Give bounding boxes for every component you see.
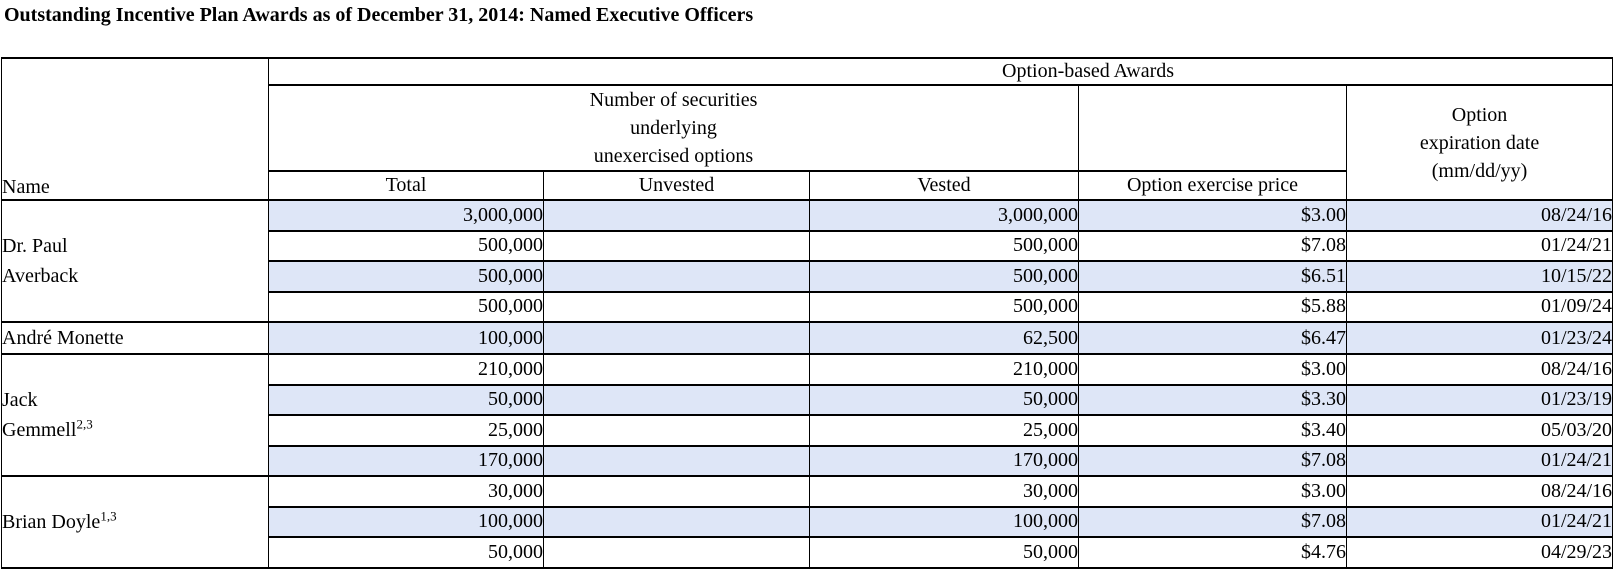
exercise-price-cell: $7.08 xyxy=(1078,444,1347,477)
unvested-cell xyxy=(543,475,810,508)
unvested-cell xyxy=(543,353,810,386)
vested-cell: 50,000 xyxy=(809,536,1079,569)
total-cell: 50,000 xyxy=(268,536,544,569)
col-header-vested: Vested xyxy=(809,170,1079,201)
col-header-option-based-awards: Option-based Awards xyxy=(267,57,1614,86)
officer-name-cell: André Monette xyxy=(1,321,269,355)
col-header-total: Total xyxy=(268,170,544,201)
officer-name-cell: Brian Doyle1,3 xyxy=(1,475,269,569)
vested-cell: 210,000 xyxy=(809,353,1079,386)
award-row: 100,000 100,000 $7.08 01/24/21 xyxy=(2,505,1614,538)
total-cell: 50,000 xyxy=(268,383,544,416)
vested-cell: 30,000 xyxy=(809,475,1079,508)
expiration-date-cell: 04/29/23 xyxy=(1345,536,1614,569)
expiration-date-cell: 01/23/19 xyxy=(1345,383,1614,416)
col-header-name: Name xyxy=(1,57,269,201)
unvested-cell xyxy=(543,383,810,416)
vested-cell: 500,000 xyxy=(809,229,1079,262)
incentive-awards-table: Name Option-based Awards Number of secur… xyxy=(1,57,1614,569)
exercise-price-cell: $7.08 xyxy=(1078,229,1347,262)
total-cell: 210,000 xyxy=(268,353,544,386)
col-header-exercise-price: Option exercise price xyxy=(1078,170,1347,201)
vested-cell: 3,000,000 xyxy=(809,199,1079,232)
award-row: 50,000 50,000 $3.30 01/23/19 xyxy=(2,383,1614,416)
total-cell: 170,000 xyxy=(268,444,544,477)
total-cell: 500,000 xyxy=(268,290,544,323)
exercise-price-cell: $4.76 xyxy=(1078,536,1347,569)
col-header-spacer xyxy=(1078,84,1347,172)
expiration-date-cell: 01/24/21 xyxy=(1345,444,1614,477)
unvested-cell xyxy=(543,290,810,323)
header-row-groups: Number of securities underlying unexerci… xyxy=(2,84,1614,201)
awards-table-body: Dr. Paul Averback 3,000,000 3,000,000 $3.00 0… xyxy=(1,199,1614,569)
expiration-date-cell: 08/24/16 xyxy=(1345,353,1614,386)
expiration-date-cell: 01/23/24 xyxy=(1345,321,1614,355)
vested-cell: 500,000 xyxy=(809,290,1079,323)
exercise-price-cell: $6.47 xyxy=(1078,321,1347,355)
exercise-price-cell: $3.40 xyxy=(1078,414,1347,447)
unvested-cell xyxy=(543,229,810,262)
exercise-price-cell: $5.88 xyxy=(1078,290,1347,323)
award-row: André Monette 100,000 62,500 $6.47 01/23/24 xyxy=(1,321,1614,355)
vested-cell: 500,000 xyxy=(809,260,1079,293)
footnote-superscript: 2,3 xyxy=(76,416,93,432)
award-row: 25,000 25,000 $3.40 05/03/20 xyxy=(2,414,1614,447)
exercise-price-cell: $3.00 xyxy=(1078,199,1347,232)
page-title: Outstanding Incentive Plan Awards as of … xyxy=(4,4,754,26)
vested-cell: 170,000 xyxy=(809,444,1079,477)
unvested-cell xyxy=(543,321,810,355)
vested-cell: 50,000 xyxy=(809,383,1079,416)
expiration-date-cell: 01/09/24 xyxy=(1345,290,1614,323)
total-cell: 100,000 xyxy=(268,505,544,538)
header-row-columns: Total Unvested Vested Option exercise pr… xyxy=(2,170,1613,201)
header-row-banner: Name Option-based Awards xyxy=(1,57,1614,201)
col-header-unvested: Unvested xyxy=(543,170,810,201)
unvested-cell xyxy=(543,536,810,569)
footnote-superscript: 1,3 xyxy=(100,508,117,524)
expiration-date-cell: 05/03/20 xyxy=(1345,414,1614,447)
award-row: 170,000 170,000 $7.08 01/24/21 xyxy=(2,444,1614,477)
total-cell: 3,000,000 xyxy=(268,199,544,232)
officer-name-cell: Jack Gemmell2,3 xyxy=(1,353,269,477)
total-cell: 500,000 xyxy=(268,229,544,262)
officer-name-cell: Dr. Paul Averback xyxy=(1,199,269,323)
total-cell: 25,000 xyxy=(268,414,544,447)
vested-cell: 25,000 xyxy=(809,414,1079,447)
award-row: Dr. Paul Averback 3,000,000 3,000,000 $3.00 0… xyxy=(1,199,1614,323)
expiration-date-cell: 08/24/16 xyxy=(1345,199,1614,232)
expiration-date-cell: 01/24/21 xyxy=(1345,505,1614,538)
award-row: Jack Gemmell2,3 210,000 210,000 $3.00 08/24/1… xyxy=(1,353,1614,477)
col-header-expiration-date: Option expiration date (mm/dd/yy) xyxy=(1345,84,1614,201)
exercise-price-cell: $3.00 xyxy=(1078,475,1347,508)
exercise-price-cell: $3.00 xyxy=(1078,353,1347,386)
total-cell: 30,000 xyxy=(268,475,544,508)
unvested-cell xyxy=(543,414,810,447)
award-row: 50,000 50,000 $4.76 04/29/23 xyxy=(2,536,1614,569)
expiration-date-cell: 10/15/22 xyxy=(1345,260,1614,293)
unvested-cell xyxy=(543,444,810,477)
award-row: Brian Doyle1,3 30,000 30,000 $3.00 08/24/16 xyxy=(1,475,1614,569)
exercise-price-cell: $3.30 xyxy=(1078,383,1347,416)
vested-cell: 62,500 xyxy=(809,321,1079,355)
vested-cell: 100,000 xyxy=(809,505,1079,538)
expiration-date-cell: 01/24/21 xyxy=(1345,229,1614,262)
exercise-price-cell: $7.08 xyxy=(1078,505,1347,538)
col-header-securities-group: Number of securities underlying unexerci… xyxy=(268,84,1079,172)
unvested-cell xyxy=(543,199,810,232)
total-cell: 500,000 xyxy=(268,260,544,293)
total-cell: 100,000 xyxy=(268,321,544,355)
expiration-date-cell: 08/24/16 xyxy=(1345,475,1614,508)
unvested-cell xyxy=(543,260,810,293)
unvested-cell xyxy=(543,505,810,538)
exercise-price-cell: $6.51 xyxy=(1078,260,1347,293)
